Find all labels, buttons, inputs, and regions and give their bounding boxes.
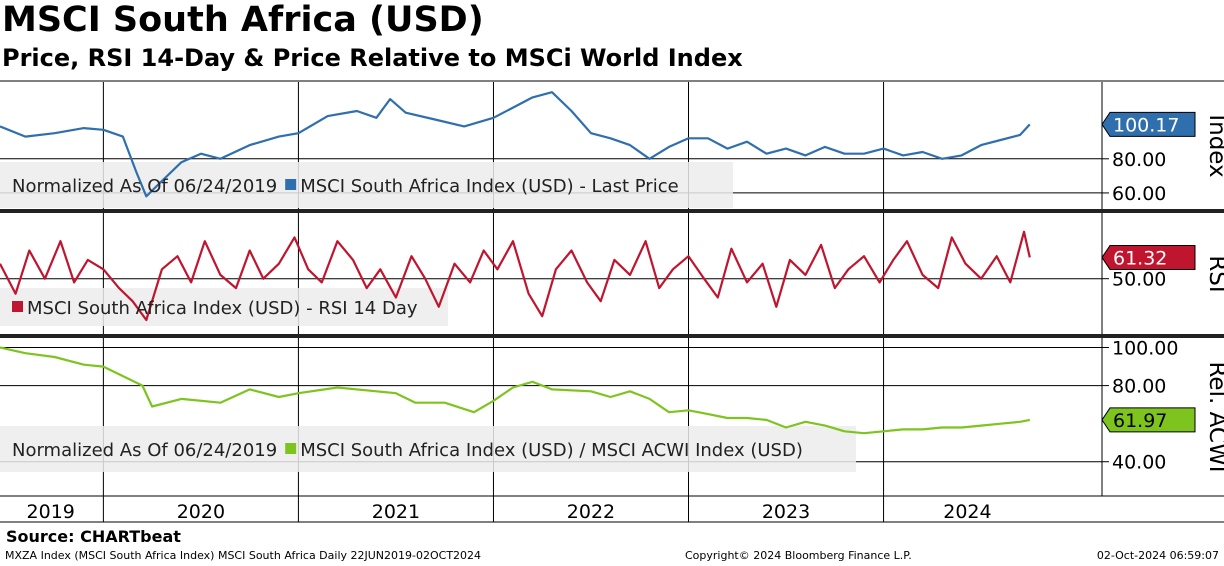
y-tick-label: 60.00 [1112, 183, 1166, 205]
x-tick-label: 2022 [567, 501, 615, 523]
legend-box [0, 426, 856, 472]
chart-subtitle: Price, RSI 14-Day & Price Relative to MS… [2, 44, 743, 72]
y-tick-label: 80.00 [1112, 149, 1166, 171]
source-label: Source: CHARTbeat [6, 527, 181, 546]
footer-timestamp: 02-Oct-2024 06:59:07 [1096, 549, 1219, 562]
y-axis-label: RSI [1204, 255, 1224, 292]
y-tick-label: 80.00 [1112, 376, 1166, 398]
price-series-line [0, 91, 1031, 198]
panel-separator [0, 209, 1224, 213]
legend-swatch [285, 443, 297, 454]
x-tick-label: 2019 [27, 501, 75, 523]
legend-swatch [285, 179, 297, 190]
chart-title: MSCI South Africa (USD) [2, 0, 484, 40]
last-value-label: 61.97 [1113, 410, 1167, 432]
x-tick-label: 2020 [177, 501, 225, 523]
legend-label: MSCI South Africa Index (USD) - Last Pri… [300, 176, 679, 197]
relative-series-line [0, 346, 1031, 435]
last-value-label: 100.17 [1113, 114, 1179, 136]
last-value-tag [1101, 244, 1196, 270]
legend-box [0, 288, 448, 326]
footer-info: MXZA Index (MSCI South Africa Index) MSC… [5, 549, 482, 562]
last-value-label: 61.32 [1113, 247, 1167, 269]
x-tick-label: 2021 [372, 501, 420, 523]
legend-label: MSCI South Africa Index (USD) / MSCI ACW… [300, 440, 803, 461]
y-axis-label: Rel. ACWI [1204, 361, 1224, 472]
x-tick-label: 2024 [943, 501, 991, 523]
y-tick-label: 100.00 [1112, 338, 1178, 360]
footer-copyright: Copyright© 2024 Bloomberg Finance L.P. [685, 549, 912, 562]
last-value-tag [1101, 407, 1196, 433]
rsi-series-line [0, 230, 1031, 322]
legend-box [0, 162, 733, 208]
legend-prefix: Normalized As Of 06/24/2019 [12, 176, 277, 197]
y-tick-label: 50.00 [1112, 269, 1166, 291]
legend-swatch [12, 301, 23, 312]
x-tick-label: 2023 [762, 501, 810, 523]
y-axis-label: Index [1204, 114, 1224, 177]
y-tick-label: 40.00 [1112, 452, 1166, 474]
panel-separator [0, 334, 1224, 338]
legend-prefix: Normalized As Of 06/24/2019 [12, 440, 277, 461]
legend-label: MSCI South Africa Index (USD) - RSI 14 D… [27, 298, 418, 319]
last-value-tag [1101, 111, 1196, 137]
